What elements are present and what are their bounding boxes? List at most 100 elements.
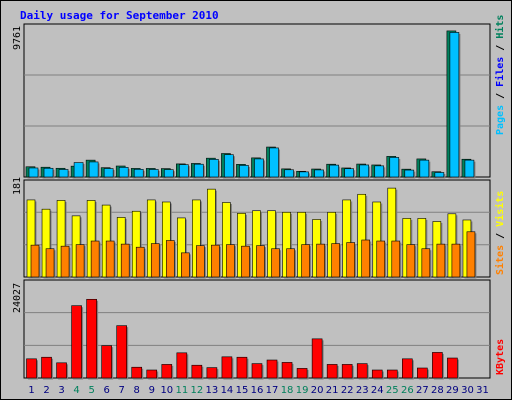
files-bar: [269, 147, 279, 178]
files-bar: [404, 169, 415, 178]
sites-bar: [241, 245, 250, 278]
files-bar: [148, 169, 159, 178]
sites-bar: [376, 240, 386, 278]
sites-bar: [165, 240, 175, 278]
kbytes-bar: [341, 364, 353, 379]
kbytes-bar: [71, 305, 82, 379]
x-tick-label: 11: [175, 385, 188, 396]
files-bar: [43, 167, 54, 178]
x-tick-label: 7: [119, 385, 125, 396]
sites-bar: [361, 239, 371, 278]
files-bar: [359, 164, 370, 178]
sites-bar: [316, 243, 325, 278]
hits-legend: Pages / Files / Hits: [494, 15, 506, 135]
x-tick-label: 24: [371, 385, 384, 396]
kbytes-bar: [281, 362, 293, 379]
files-bar: [239, 165, 249, 178]
visits-max-label: 181: [12, 177, 23, 195]
sites-bar: [135, 246, 145, 278]
x-tick-label: 29: [446, 385, 459, 396]
files-bar: [88, 161, 99, 178]
hits-legend-text-separator: /: [495, 87, 506, 105]
kbytes-bar: [116, 325, 127, 379]
sites-bar: [451, 243, 461, 278]
kbytes-max-label: 24027: [12, 283, 23, 313]
hits-legend-text-entry: Hits: [494, 15, 506, 39]
kbytes-bar: [41, 356, 52, 379]
kbytes-bar: [191, 364, 203, 379]
visits-panel: [23, 179, 491, 279]
files-bar: [434, 172, 445, 178]
x-tick-label: 28: [431, 385, 444, 396]
sites-bar: [226, 244, 235, 278]
sites-bar: [45, 248, 55, 278]
x-tick-label: 4: [73, 385, 79, 396]
kbytes-bar: [236, 356, 248, 379]
x-tick-label: 17: [266, 385, 279, 396]
sites-bar: [406, 244, 416, 278]
kbytes-bar: [146, 369, 158, 379]
x-tick-label: 18: [281, 385, 294, 396]
files-bar: [194, 163, 204, 178]
sites-bar: [150, 243, 160, 278]
x-tick-label: 19: [296, 385, 309, 396]
x-tick-label: 27: [416, 385, 429, 396]
files-bar: [163, 169, 174, 178]
kbytes-bar: [386, 369, 398, 379]
x-tick-label: 25: [386, 385, 399, 396]
kbytes-bar: [326, 364, 338, 379]
kbytes-bar: [447, 357, 458, 379]
sites-bar: [436, 243, 446, 278]
x-tick-label: 22: [341, 385, 354, 396]
x-tick-label: 1: [28, 385, 34, 396]
hits-panel: [23, 23, 491, 179]
sites-bar: [421, 248, 431, 278]
sites-bar: [346, 242, 355, 278]
kbytes-bar: [101, 345, 112, 379]
sites-bar: [120, 243, 130, 278]
kbytes-bar: [356, 363, 368, 379]
files-bar: [224, 154, 234, 178]
kbytes-legend: KBytes: [495, 339, 506, 375]
sites-bar: [286, 248, 295, 278]
hits-panel-frame: [23, 23, 491, 178]
sites-bar: [196, 245, 205, 278]
files-bar: [103, 168, 114, 178]
chart-title: Daily usage for September 2010: [20, 9, 219, 22]
files-bar: [28, 167, 39, 178]
kbytes-bar: [86, 298, 97, 379]
kbytes-bar: [176, 352, 188, 379]
sites-bar: [256, 245, 265, 278]
x-tick-label: 12: [191, 385, 204, 396]
x-tick-label: 5: [88, 385, 94, 396]
hits-legend-text-separator: /: [495, 39, 506, 57]
kbytes-bar: [417, 367, 428, 379]
files-bar: [314, 169, 324, 178]
hits-legend-text-entry: Files: [494, 57, 506, 87]
sites-bar: [301, 244, 310, 278]
x-tick-label: 14: [221, 385, 234, 396]
x-tick-label: 21: [326, 385, 339, 396]
hits-legend-text-entry: Pages: [495, 105, 506, 135]
x-tick-label: 31: [476, 385, 489, 396]
hits-legend-text: Pages / Files / Hits: [494, 15, 506, 135]
x-tick-label: 2: [43, 385, 49, 396]
sites-bar: [60, 245, 70, 278]
x-tick-label: 10: [160, 385, 173, 396]
x-tick-label: 23: [356, 385, 369, 396]
files-bar: [254, 158, 264, 178]
sites-bar: [271, 248, 280, 278]
files-bar: [179, 164, 189, 178]
files-bar: [344, 168, 354, 178]
visits-legend-text-separator: /: [495, 227, 506, 245]
kbytes-bar: [206, 367, 218, 379]
files-bar: [209, 159, 219, 178]
kbytes-legend-text-entry: KBytes: [495, 339, 506, 375]
kbytes-bar: [221, 356, 233, 379]
sites-bar: [331, 243, 340, 278]
files-bar: [299, 171, 309, 178]
sites-bar: [75, 244, 85, 278]
sites-bar: [391, 240, 401, 278]
kbytes-bar: [371, 369, 383, 379]
